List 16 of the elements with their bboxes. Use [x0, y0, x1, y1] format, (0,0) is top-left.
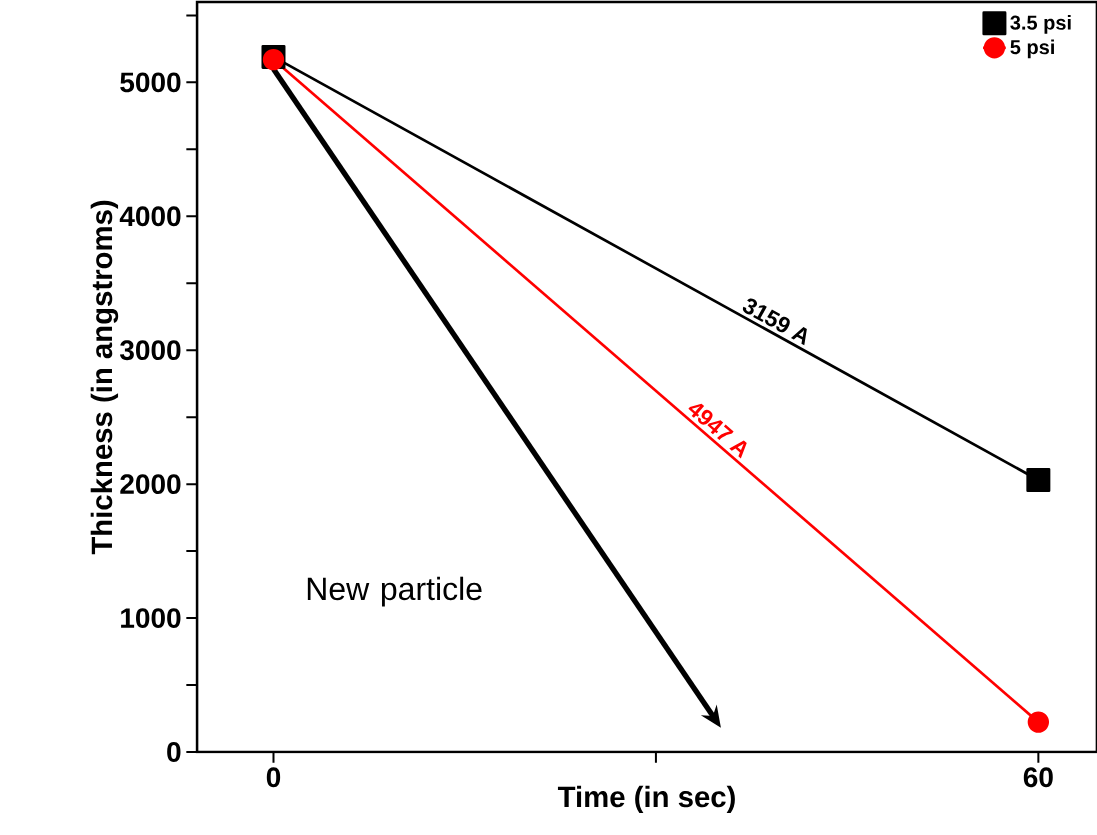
legend-label: 3.5 psi — [1010, 15, 1071, 34]
legend-label: 5 psi — [1010, 39, 1054, 59]
annotation: 4947 A — [688, 403, 747, 459]
y-tick-label: 2000 — [120, 474, 181, 495]
annotation: 3159 A — [742, 298, 807, 346]
annotation: New particle — [307, 576, 482, 607]
y-tick-label: 0 — [167, 742, 181, 762]
point — [1027, 711, 1050, 733]
y-axis-title: Thickness (in angstroms) — [90, 200, 119, 555]
y-tick-label: 4000 — [119, 206, 181, 227]
y-tick-label: 5000 — [120, 72, 181, 93]
y-tick-label: 3000 — [119, 340, 181, 361]
point — [1026, 467, 1051, 492]
x-axis-title: Time (in sec) — [557, 785, 735, 814]
y-tick-label: 1000 — [121, 608, 181, 628]
x-tick-label: 60 — [1023, 767, 1053, 788]
